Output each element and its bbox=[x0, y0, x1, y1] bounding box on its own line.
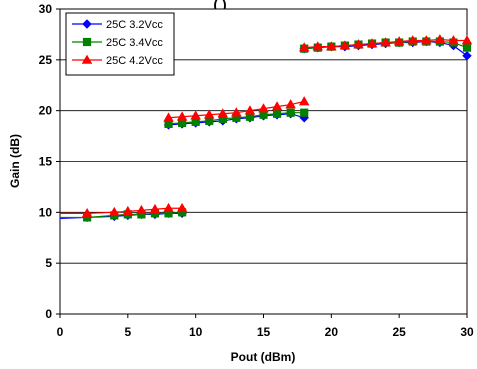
series-2-point-1-3 bbox=[203, 109, 215, 119]
series-2-point-0-3 bbox=[122, 205, 134, 216]
series-2 bbox=[60, 34, 473, 218]
series-1-point-1-10 bbox=[300, 108, 309, 117]
x-axis-label: Pout (dBm) bbox=[231, 350, 296, 364]
legend-marker-2 bbox=[81, 54, 93, 64]
series-2-point-1-1 bbox=[176, 111, 188, 121]
x-tick-label-1: 5 bbox=[124, 325, 131, 339]
series-2-point-2-1 bbox=[312, 41, 324, 51]
series-2-point-1-7 bbox=[258, 103, 269, 113]
y-tick-label-5: 25 bbox=[39, 53, 53, 67]
series-2-point-0-4 bbox=[136, 204, 147, 215]
series-2-point-2-3 bbox=[339, 40, 351, 50]
series-2-point-2-10 bbox=[434, 34, 446, 44]
series-2-point-2-6 bbox=[380, 37, 391, 47]
series-layer bbox=[59, 34, 473, 223]
x-tick-label-5: 25 bbox=[392, 325, 406, 339]
series-2-point-2-0 bbox=[298, 42, 310, 52]
series-2-point-1-6 bbox=[244, 105, 256, 115]
legend-label-0: 25C 3.2Vcc bbox=[106, 19, 163, 31]
legend-label-2: 25C 4.2Vcc bbox=[106, 55, 163, 67]
y-tick-label-0: 0 bbox=[45, 307, 52, 321]
series-2-point-0-6 bbox=[163, 202, 174, 213]
legend-label-1: 25C 3.4Vcc bbox=[106, 37, 163, 49]
series-2-point-1-9 bbox=[285, 99, 296, 109]
y-tick-label-3: 15 bbox=[39, 155, 53, 169]
series-2-point-1-4 bbox=[217, 108, 229, 118]
x-tick-label-4: 20 bbox=[325, 325, 339, 339]
series-2-point-1-8 bbox=[271, 101, 283, 111]
series-2-point-2-11 bbox=[448, 35, 459, 45]
series-1-point-1-9 bbox=[286, 108, 295, 117]
series-2-point-1-10 bbox=[298, 96, 310, 106]
series-2-point-0-5 bbox=[149, 203, 161, 214]
series-2-point-0-1 bbox=[81, 207, 93, 218]
y-tick-label-2: 10 bbox=[39, 205, 53, 219]
x-tick-label-3: 15 bbox=[257, 325, 271, 339]
series-2-point-2-8 bbox=[407, 35, 418, 45]
series-2-point-0-7 bbox=[176, 202, 188, 213]
series-2-point-1-5 bbox=[231, 107, 242, 117]
x-tick-label-0: 0 bbox=[57, 325, 64, 339]
series-2-point-2-12 bbox=[461, 35, 473, 45]
series-2-point-1-2 bbox=[190, 110, 201, 120]
series-1-point-1-8 bbox=[272, 109, 282, 118]
series-2-point-2-4 bbox=[353, 39, 364, 49]
series-2-point-1-0 bbox=[163, 112, 174, 122]
series-2-point-2-2 bbox=[326, 41, 337, 51]
series-2-point-2-5 bbox=[366, 38, 378, 48]
series-2-point-2-9 bbox=[421, 35, 432, 45]
y-tick-label-6: 30 bbox=[39, 2, 53, 16]
series-2-point-2-7 bbox=[393, 36, 405, 46]
series-1-point-2-12 bbox=[462, 43, 472, 52]
legend: 25C 3.2Vcc 25C 3.4Vcc 25C 4.2Vcc bbox=[65, 12, 175, 76]
y-tick-label-1: 5 bbox=[45, 256, 52, 270]
y-tick-label-4: 20 bbox=[39, 104, 53, 118]
y-axis-label: Gain (dB) bbox=[8, 134, 22, 188]
x-tick-label-2: 10 bbox=[189, 325, 203, 339]
legend-marker-1 bbox=[82, 37, 92, 47]
axes: 0 5 10 15 20 25 30 0 5 10 15 20 25 30 bbox=[39, 2, 474, 339]
series-2-point-0-2 bbox=[109, 206, 120, 217]
series-0-point-2-12 bbox=[462, 51, 472, 61]
x-tick-label-6: 30 bbox=[460, 325, 474, 339]
legend-marker-0 bbox=[82, 19, 92, 29]
